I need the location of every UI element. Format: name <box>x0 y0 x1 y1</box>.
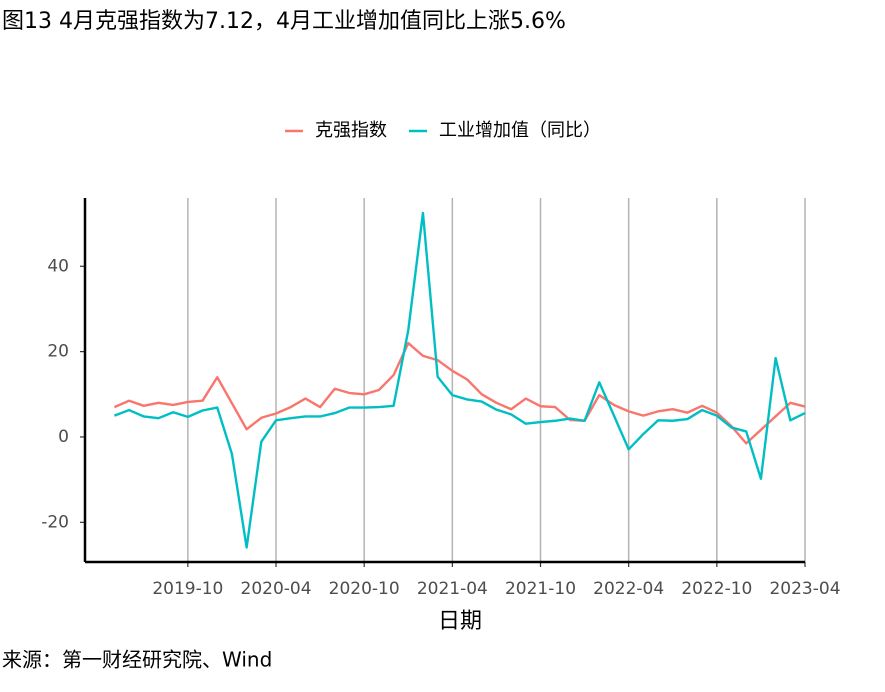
x-tick-label: 2021-10 <box>505 579 576 599</box>
source-note: 来源：第一财经研究院、Wind <box>2 648 272 672</box>
x-tick-label: 2020-10 <box>329 579 400 599</box>
series-line <box>113 211 806 549</box>
y-tick-label: 0 <box>58 427 69 447</box>
x-tick-label: 2021-04 <box>417 579 488 599</box>
chart-title: 图13 4月克强指数为7.12，4月工业增加值同比上涨5.6% <box>2 9 566 34</box>
y-tick-label: -20 <box>41 512 69 532</box>
y-tick-label: 20 <box>47 342 69 362</box>
x-tick-label: 2019-10 <box>152 579 223 599</box>
legend-label: 克强指数 <box>315 120 387 141</box>
legend-label: 工业增加值（同比） <box>439 120 601 141</box>
x-tick-label: 2020-04 <box>241 579 312 599</box>
x-tick-label: 2022-04 <box>593 579 664 599</box>
y-tick-label: 40 <box>47 256 69 276</box>
x-tick-label: 2022-10 <box>681 579 752 599</box>
series-line <box>113 341 806 445</box>
x-tick-label: 2023-04 <box>769 579 840 599</box>
x-axis-label: 日期 <box>438 609 482 634</box>
